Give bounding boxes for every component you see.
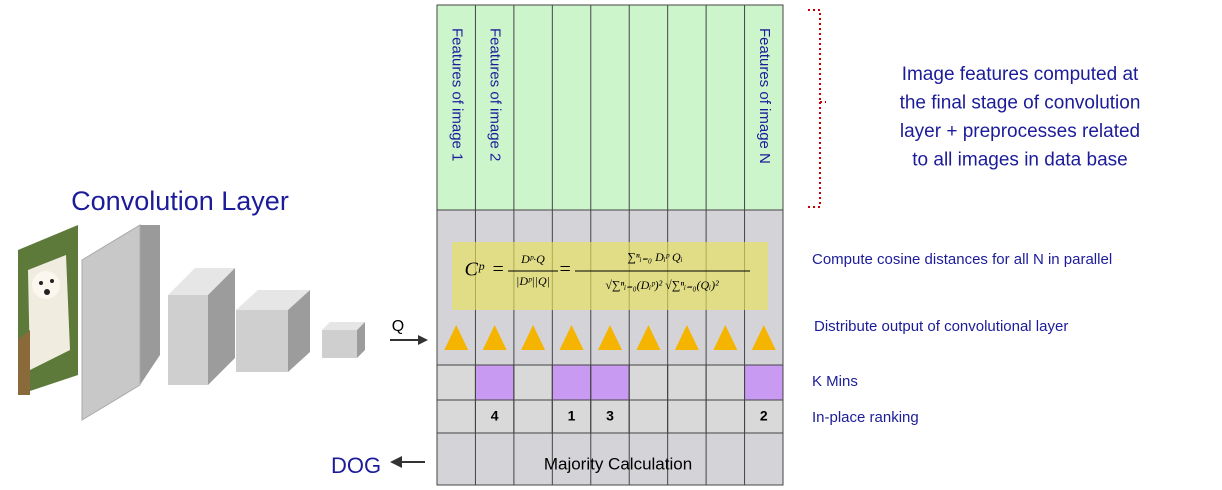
rank: 4 (491, 408, 499, 424)
row-label: Compute cosine distances for all N in pa… (812, 251, 1112, 268)
title: Convolution Layer (71, 186, 289, 216)
feature-label: Features of image 2 (487, 28, 504, 161)
rank-cell (706, 400, 744, 433)
formula-num: ∑ⁿᵢ₌₀ Dᵢᵖ Qᵢ (627, 250, 682, 264)
annotation-line: the final stage of convolution (900, 93, 1141, 114)
rank-cell (668, 400, 706, 433)
bracket (808, 10, 826, 207)
dog-image (18, 225, 78, 395)
formula-den: |Dᵖ||Q| (516, 274, 550, 288)
kmin-cell (706, 365, 744, 400)
rank: 1 (568, 408, 576, 424)
kmin-cell (668, 365, 706, 400)
annotation-line: layer + preprocesses related (900, 121, 1140, 142)
rank-cell (629, 400, 667, 433)
kmin-cell (437, 365, 475, 400)
kmin-cell (591, 365, 629, 400)
feature-label: Features of image 1 (448, 28, 465, 161)
formula-eq: = (491, 259, 505, 281)
formula-lhs: Cᵖ (465, 259, 485, 281)
feature-label: Features of image N (756, 28, 773, 164)
annotation: Image features computed at the final stag… (900, 64, 1141, 171)
kmin-cell (552, 365, 590, 400)
annotation-line: to all images in data base (912, 150, 1127, 171)
feature-maps (82, 225, 365, 420)
rank: 3 (606, 408, 614, 424)
row-label: In-place ranking (812, 409, 919, 426)
formula-num: Dᵖ·Q (520, 252, 545, 266)
output-label: DOG (331, 453, 381, 478)
query-label: Q (392, 318, 404, 335)
rank: 2 (760, 408, 768, 424)
kmin-cell (475, 365, 513, 400)
query-arrowhead (418, 335, 428, 345)
formula-eq: = (558, 259, 572, 281)
annotation-line: Image features computed at (902, 64, 1139, 85)
kmin-cell (745, 365, 783, 400)
majority-label: Majority Calculation (544, 454, 692, 473)
kmin-cell (514, 365, 552, 400)
row-label: Distribute output of convolutional layer (814, 318, 1068, 335)
output-arrowhead (390, 456, 402, 468)
formula-den: √∑ⁿᵢ₌₀(Dᵢᵖ)² √∑ⁿᵢ₌₀(Qᵢ)² (605, 278, 719, 292)
rank-cell (514, 400, 552, 433)
diagram: Convolution Layer Q DOG Features of imag… (0, 0, 1222, 490)
row-label: K Mins (812, 373, 858, 390)
kmin-cell (629, 365, 667, 400)
rank-cell (437, 400, 475, 433)
